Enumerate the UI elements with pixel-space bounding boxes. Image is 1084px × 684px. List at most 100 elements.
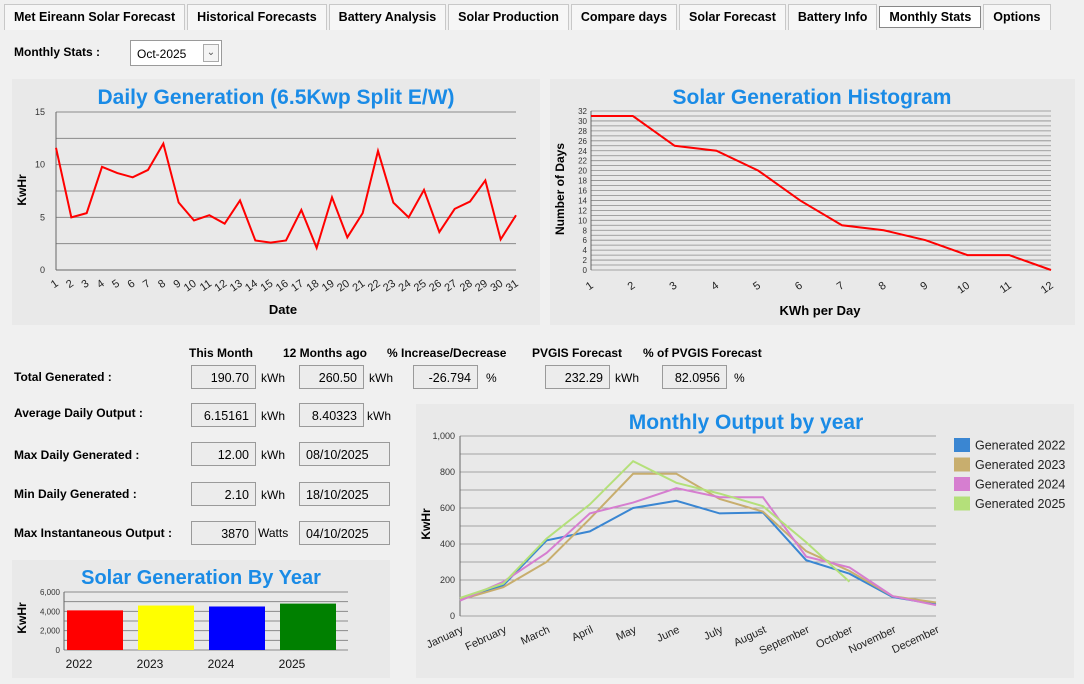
y-tick-label: 22 [578,157,587,166]
y-tick-label: 26 [578,137,587,146]
x-tick-label: 15 [258,278,275,295]
x-tick-label: 31 [504,278,521,295]
x-tick-label: December [890,624,941,656]
y-tick-label: 800 [440,467,455,477]
x-tick-label: 28 [458,278,475,295]
x-tick-label: 6 [793,280,805,293]
bar-2024 [209,606,265,650]
tab-battery-analysis[interactable]: Battery Analysis [328,4,447,30]
y-tick-label: 10 [35,160,45,170]
total-pvgis-value: 232.29 [545,365,610,389]
series-line-2022 [459,499,937,606]
unit: % [486,371,497,385]
unit: kWh [261,371,285,385]
x-tick-label: 4 [709,280,721,293]
average-daily-label: Average Daily Output : [14,406,143,420]
x-tick-label: 2023 [137,657,164,671]
legend-swatch [954,438,970,452]
x-tick-label: 1 [584,280,596,293]
chevron-down-icon[interactable]: ⌄ [203,44,219,62]
chart-title: Solar Generation Histogram [673,86,952,109]
y-tick-label: 600 [440,503,455,513]
y-tick-label: 28 [578,127,587,136]
x-tick-label: 6 [125,278,137,291]
y-tick-label: 1,000 [432,431,455,441]
bar-2022 [67,610,123,650]
tab-solar-production[interactable]: Solar Production [448,4,569,30]
x-tick-label: 11 [998,280,1014,296]
y-tick-label: 0 [450,611,455,621]
unit: kWh [615,371,639,385]
header-change: % Increase/Decrease [387,346,507,360]
tab-monthly-stats[interactable]: Monthly Stats [879,6,982,28]
legend-swatch [954,496,970,511]
x-tick-label: 23 [381,278,398,295]
x-tick-label: 29 [473,278,490,295]
monthly-output-chart: Monthly Output by year 0 200 400 600 800 1,00… [416,404,1074,678]
chart-title: Monthly Output by year [629,411,864,434]
x-tick-label: 30 [488,278,505,295]
bar-2025 [280,603,336,650]
y-tick-label: 10 [578,216,587,225]
x-tick-label: 5 [751,280,763,293]
min-daily-label: Min Daily Generated : [14,487,137,501]
x-tick-label: May [614,624,638,644]
y-tick-label: 4 [583,246,588,255]
x-tick-label: 10 [182,278,199,295]
chart-title: Daily Generation (6.5Kwp Split E/W) [97,86,454,109]
x-tick-label: 2024 [208,657,235,671]
x-tick-label: 25 [412,278,429,295]
unit: kWh [261,488,285,502]
x-tick-label: 22 [366,278,383,295]
x-tick-label: February [464,624,509,654]
x-tick-label: 12 [212,278,229,295]
tab-solar-forecast[interactable]: Solar Forecast [679,4,786,30]
tab-compare-days[interactable]: Compare days [570,4,678,30]
total-ago-value: 260.50 [299,365,364,389]
max-daily-value: 12.00 [191,442,256,466]
y-axis-label: KwHr [15,174,29,206]
unit: kWh [367,409,391,423]
min-daily-value: 2.10 [191,482,256,506]
x-axis-label: KWh per Day [780,303,862,318]
series-line-2025 [459,459,851,599]
x-tick-label: 12 [1039,280,1056,297]
y-axis-label: KwHr [419,508,433,540]
x-tick-label: January [425,624,466,652]
month-select-value: Oct-2025 [137,47,187,61]
header-12-months-ago: 12 Months ago [283,346,368,360]
x-tick-label: June [655,624,682,645]
unit: kWh [369,371,393,385]
tab-options[interactable]: Options [983,4,1051,30]
x-tick-label: 13 [228,278,245,295]
max-daily-date: 08/10/2025 [299,442,390,466]
x-tick-label: 11 [198,278,214,294]
tab-battery-info[interactable]: Battery Info [787,4,878,30]
daily-generation-svg: Daily Generation (6.5Kwp Split E/W) 0 5 10… [15,86,521,317]
x-tick-label: 2025 [279,657,306,671]
bar-2023 [138,605,194,650]
x-tick-label: 18 [304,278,321,295]
month-select[interactable]: Oct-2025 ⌄ [130,40,222,66]
x-tick-label: April [570,624,595,644]
y-tick-label: 4,000 [40,607,61,616]
max-daily-label: Max Daily Generated : [14,448,140,462]
unit: Watts [258,526,289,540]
tab-historical-forecasts[interactable]: Historical Forecasts [187,4,327,30]
x-tick-label: 19 [320,278,337,295]
y-axis-label: Number of Days [553,143,567,235]
legend-label: Generated 2023 [975,458,1065,472]
x-tick-label: September [758,624,812,658]
legend-swatch [954,457,970,472]
series-line-2024 [459,487,937,607]
header-pvgis: PVGIS Forecast [532,346,623,360]
y-tick-label: 400 [440,539,455,549]
max-instantaneous-date: 04/10/2025 [299,521,390,545]
avg-this-month-value: 6.15161 [191,403,256,427]
tab-met-eireann-solar-forecast[interactable]: Met Eireann Solar Forecast [4,4,186,30]
x-tick-label: 8 [877,280,889,293]
y-tick-label: 32 [578,107,587,116]
x-tick-label: November [847,624,898,656]
x-tick-label: 2 [64,278,76,291]
x-tick-label: 21 [350,278,367,295]
